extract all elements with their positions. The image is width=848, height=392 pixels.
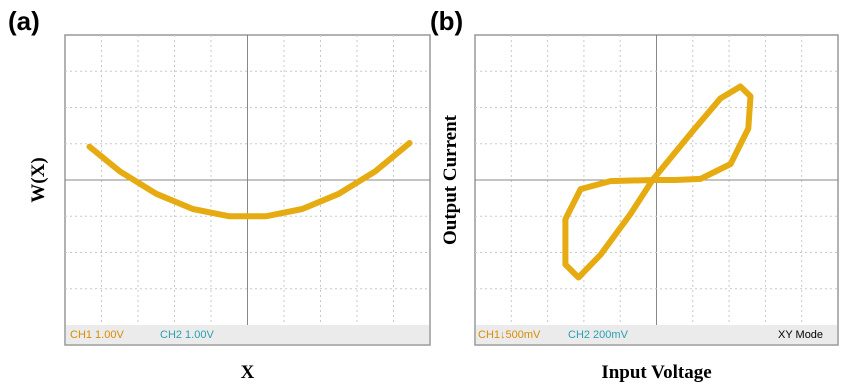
panel-label: (b) bbox=[430, 6, 463, 36]
figure: CH1 1.00V CH2 1.00V (a) X W(X) CH1↓500mV CH2 2… bbox=[0, 0, 848, 392]
status-text: CH2 200mV bbox=[568, 329, 629, 341]
y-axis-label: Output Current bbox=[440, 114, 461, 245]
status-text: XY Mode bbox=[778, 329, 823, 341]
x-axis-label: Input Voltage bbox=[601, 362, 711, 383]
x-axis-label: X bbox=[241, 362, 255, 383]
status-text: CH2 1.00V bbox=[160, 329, 214, 341]
y-axis-label: W(X) bbox=[28, 157, 49, 202]
status-text: CH1 1.00V bbox=[70, 329, 124, 341]
status-text: CH1↓500mV bbox=[478, 329, 541, 341]
panel-label: (a) bbox=[8, 6, 40, 36]
